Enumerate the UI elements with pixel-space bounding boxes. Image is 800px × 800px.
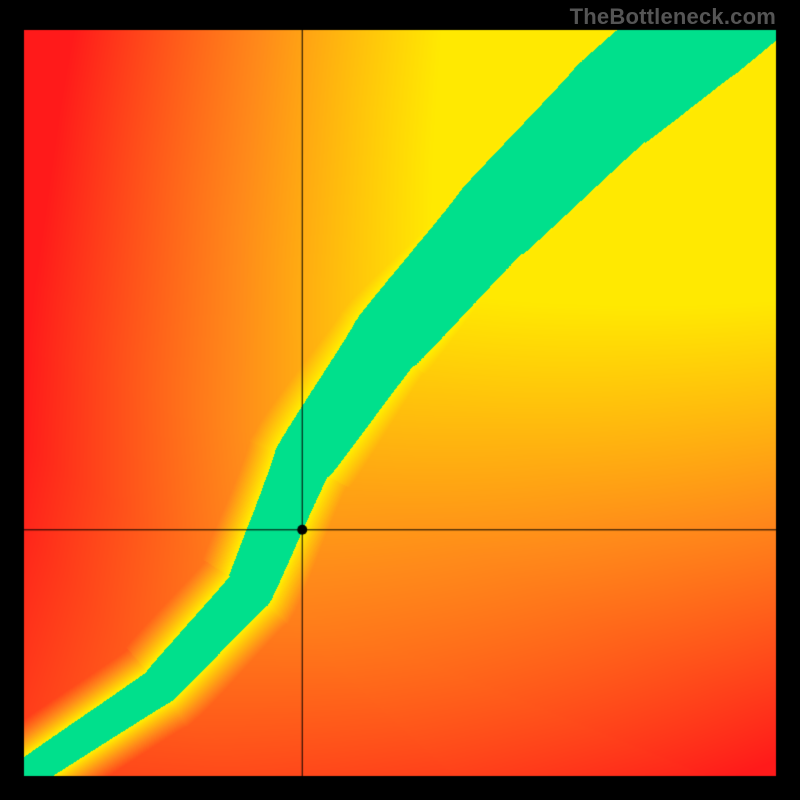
watermark-text: TheBottleneck.com (570, 4, 776, 30)
bottleneck-heatmap (0, 0, 800, 800)
